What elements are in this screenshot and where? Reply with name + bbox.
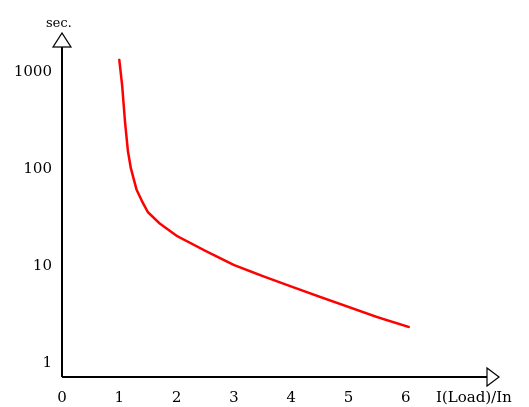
y-tick-label: 1: [42, 353, 52, 371]
tripping-curve-line: [118, 58, 410, 329]
x-tick-labels: 0 1 2 3 4 5 6: [57, 388, 410, 406]
x-tick-label: 6: [401, 388, 411, 406]
x-tick-label: 0: [57, 388, 67, 406]
y-tick-labels: 1 10 100 1000: [14, 62, 52, 371]
x-tick-label: 5: [344, 388, 354, 406]
x-tick-label: 1: [115, 388, 125, 406]
x-axis-arrow: [486, 366, 500, 388]
y-tick-label: 10: [33, 256, 52, 274]
x-axis-label: I(Load)/In: [436, 388, 512, 406]
x-tick-label: 3: [229, 388, 239, 406]
y-tick-label: 100: [23, 159, 52, 177]
y-tick-label: 1000: [14, 62, 52, 80]
series-group: [118, 58, 410, 329]
x-tick-label: 2: [172, 388, 182, 406]
x-tick-label: 4: [286, 388, 296, 406]
y-axis-arrow: [51, 31, 73, 48]
y-axis-label: sec.: [46, 16, 72, 31]
